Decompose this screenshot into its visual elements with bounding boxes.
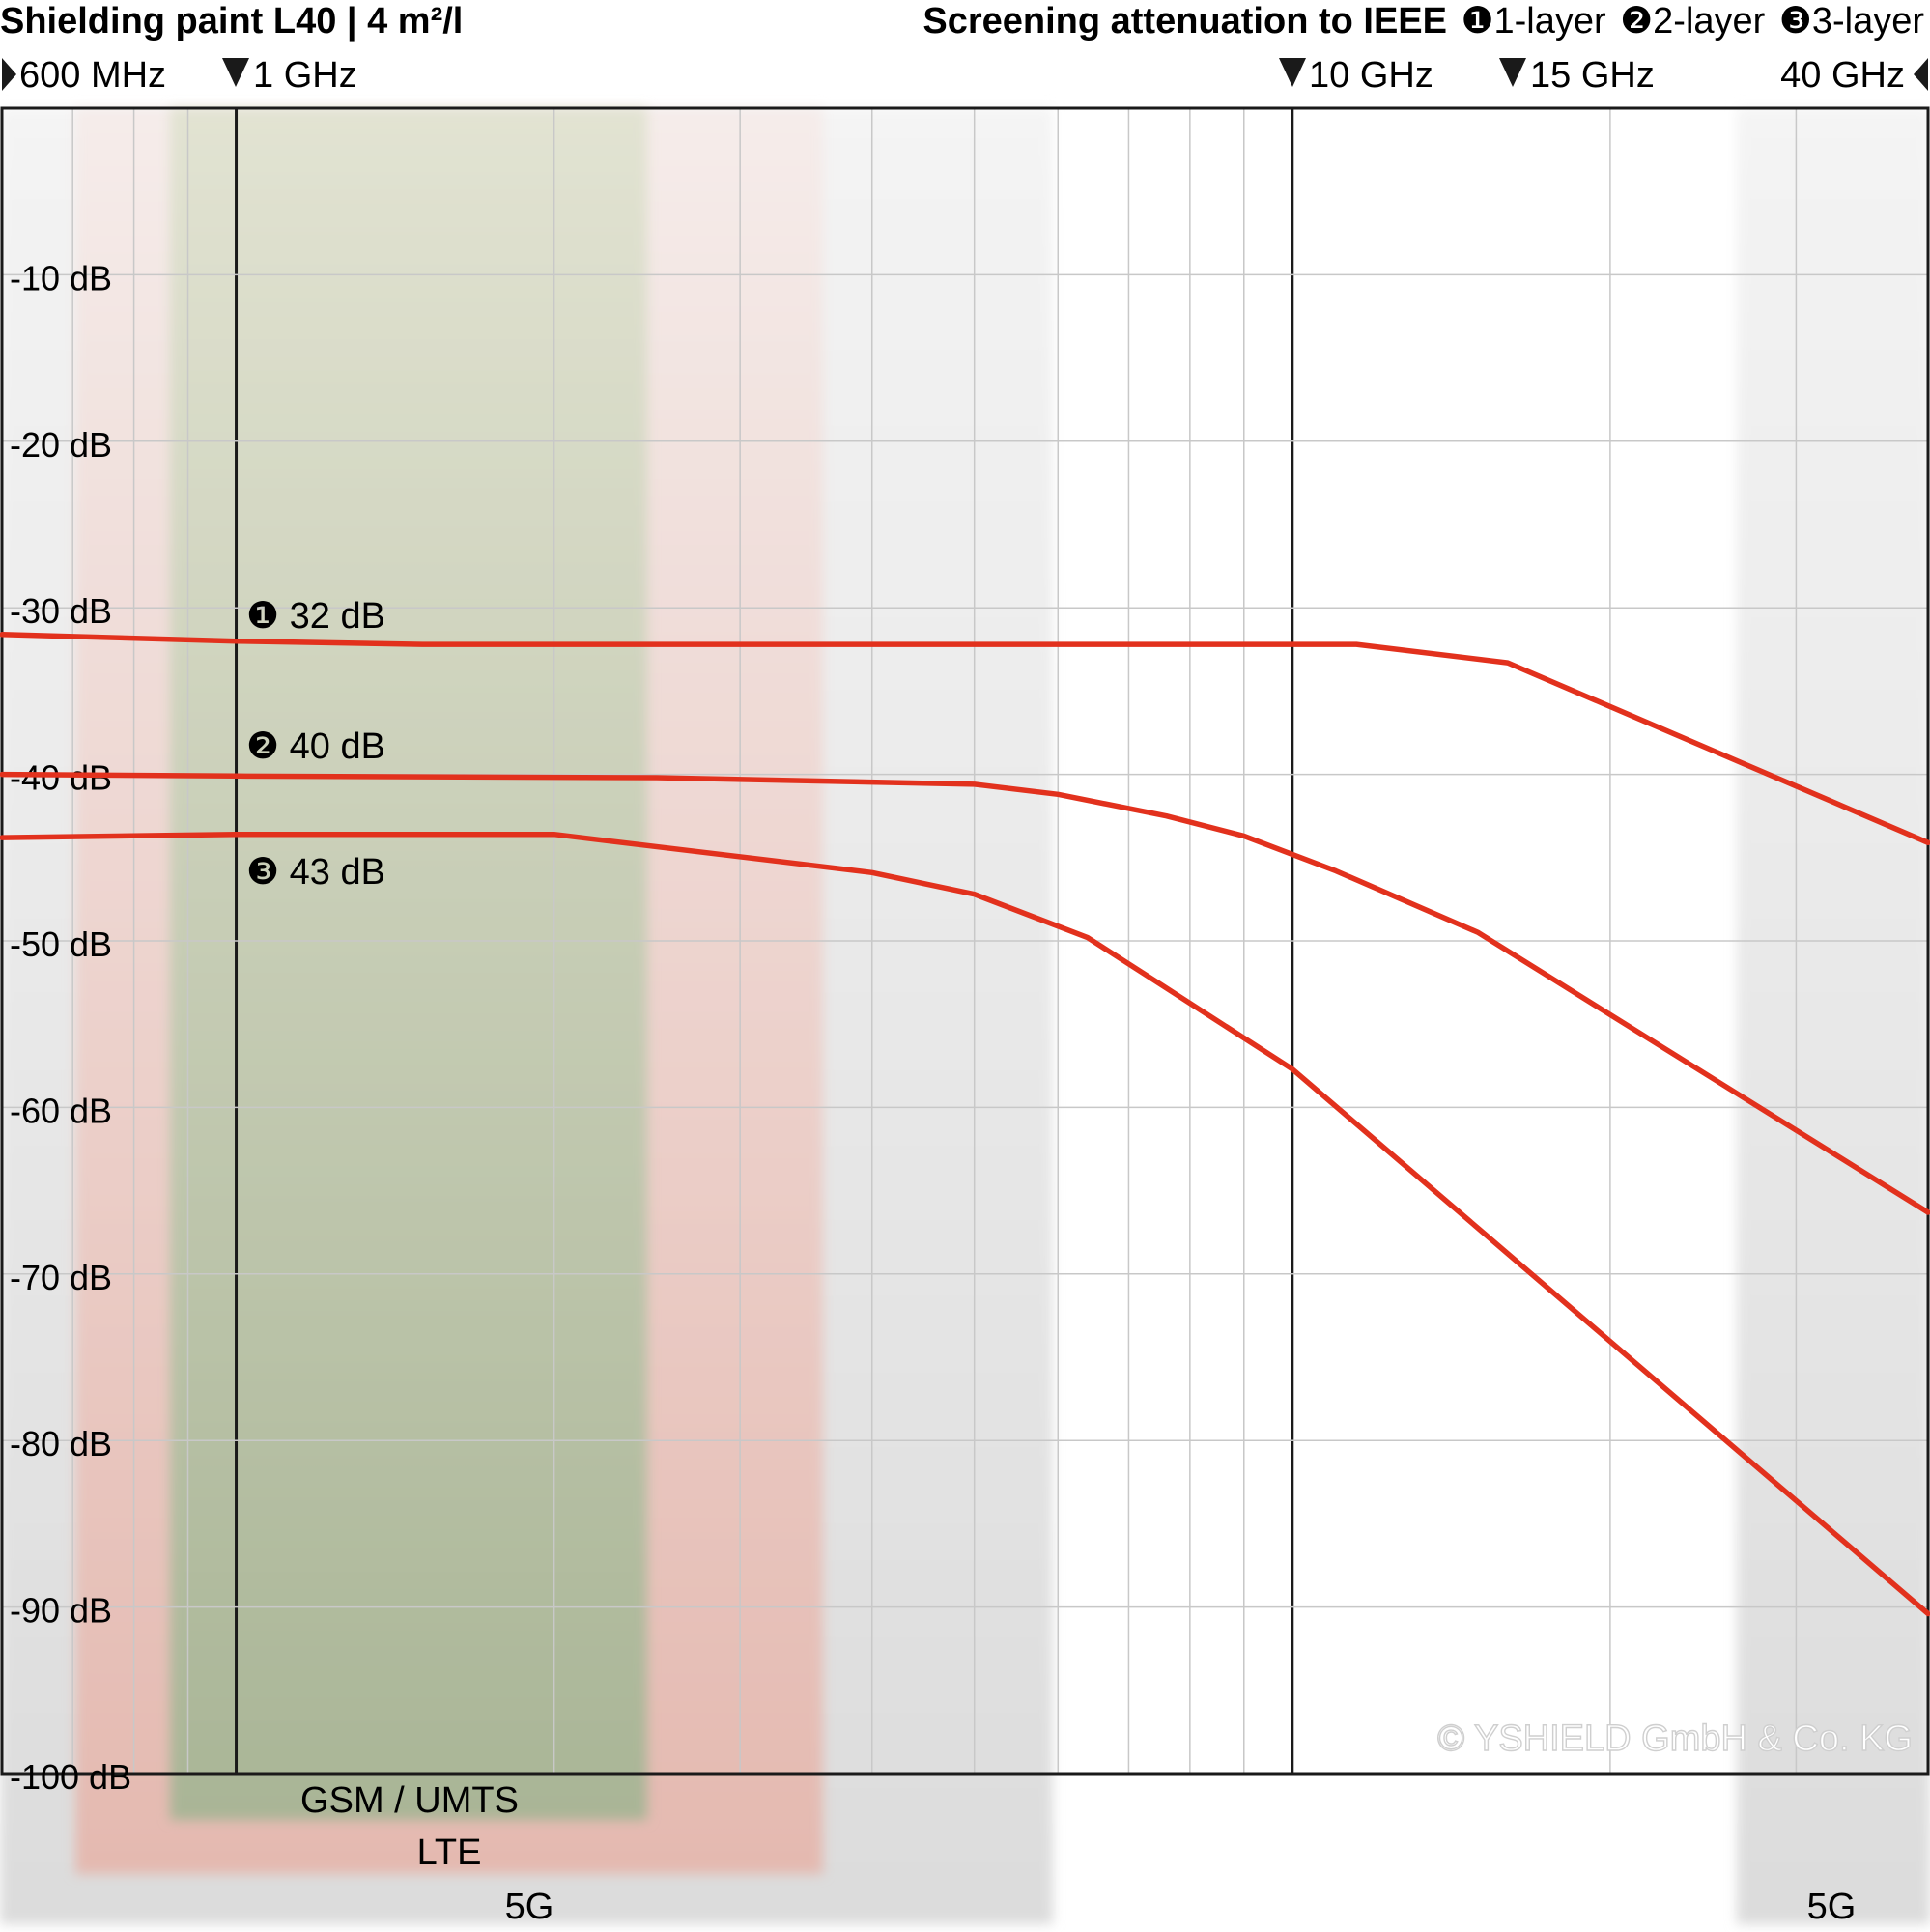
y-tick-label: -70 dB <box>10 1258 112 1297</box>
y-tick-label: -100 dB <box>10 1757 131 1797</box>
marker-down-triangle-icon <box>1279 58 1306 87</box>
series-line-2-layer <box>0 771 1930 1215</box>
legend-item-3-layer: ❸3-layer <box>1779 1 1925 42</box>
legend-title: Screening attenuation to IEEE <box>922 1 1447 42</box>
annotation-1-layer: ❶ 32 dB <box>246 596 385 637</box>
frequency-bands <box>0 108 1930 1924</box>
annotation-2-layer: ❷ 40 dB <box>246 726 385 767</box>
y-tick-label: -60 dB <box>10 1091 112 1130</box>
band-label-5g-high: 5G <box>1807 1887 1857 1927</box>
copyright: © YSHIELD GmbH & Co. KG <box>1437 1719 1913 1759</box>
y-tick-label: -40 dB <box>10 758 112 798</box>
chart-title: Shielding paint L40 | 4 m²/l <box>0 1 463 42</box>
series-line-1-layer <box>0 632 1930 846</box>
y-tick-label: -20 dB <box>10 425 112 465</box>
marker-right-triangle-icon <box>2 58 16 91</box>
freq-marker-15ghz: 15 GHz <box>1530 55 1655 96</box>
marker-down-triangle-icon <box>222 58 249 87</box>
y-tick-label: -30 dB <box>10 591 112 631</box>
annotation-3-layer: ❸ 43 dB <box>246 852 385 893</box>
legend-item-2-layer: ❷2-layer <box>1620 1 1766 42</box>
band-label-gsm-umts: GSM / UMTS <box>300 1780 519 1821</box>
y-tick-label: -80 dB <box>10 1424 112 1463</box>
y-tick-label: -10 dB <box>10 258 112 298</box>
plot-frame <box>0 106 1930 1776</box>
legend-item-1-layer: ❶1-layer <box>1461 1 1606 42</box>
freq-marker-40ghz: 40 GHz <box>1780 55 1905 96</box>
freq-marker-10ghz: 10 GHz <box>1309 55 1433 96</box>
attenuation-curves <box>0 632 1930 1617</box>
marker-down-triangle-icon <box>1499 58 1526 87</box>
band-label-5g-low: 5G <box>505 1887 554 1927</box>
y-axis-labels: -10 dB -20 dB -30 dB -40 dB -50 dB -60 dB -70 … <box>10 258 131 1797</box>
y-tick-label: -50 dB <box>10 924 112 964</box>
band-label-lte: LTE <box>417 1833 482 1873</box>
freq-marker-600mhz: 600 MHz <box>19 55 166 96</box>
y-tick-label: -90 dB <box>10 1591 112 1631</box>
band-gsm-umts <box>170 108 647 1820</box>
marker-left-triangle-icon <box>1914 58 1928 91</box>
freq-marker-1ghz: 1 GHz <box>253 55 357 96</box>
series-line-3-layer <box>0 831 1930 1617</box>
legend: Screening attenuation to IEEE ❶1-layer ❷… <box>922 1 1924 42</box>
band-5g-high <box>1737 108 1930 1924</box>
